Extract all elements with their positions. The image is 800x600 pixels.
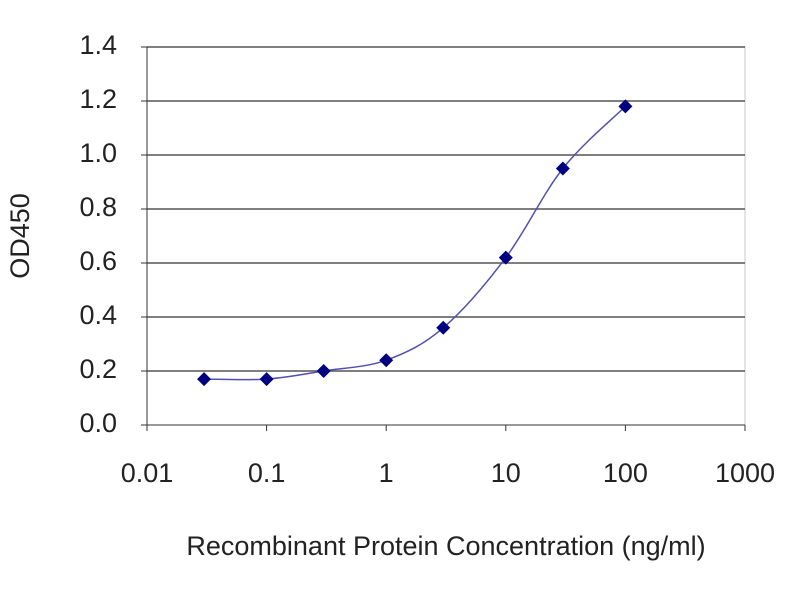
- x-tick-label: 0.01: [121, 458, 174, 488]
- y-axis-label: OD450: [5, 193, 35, 279]
- x-axis-label: Recombinant Protein Concentration (ng/ml…: [186, 531, 705, 561]
- marker: [555, 161, 570, 176]
- y-tick-label: 0.0: [79, 408, 117, 438]
- y-tick-label: 0.8: [79, 192, 117, 222]
- marker: [379, 353, 394, 368]
- curve: [204, 105, 626, 381]
- y-tick-label: 0.4: [79, 300, 117, 330]
- x-tick-label: 10: [491, 458, 521, 488]
- y-tick-label: 1.4: [79, 30, 117, 60]
- y-tick-label: 0.2: [79, 354, 117, 384]
- x-tick-label: 1000: [715, 458, 775, 488]
- plot-frame: [146, 46, 746, 426]
- x-tick-label: 0.1: [248, 458, 286, 488]
- y-tick-label: 1.2: [79, 84, 117, 114]
- marker: [197, 372, 212, 387]
- y-tick-label: 0.6: [79, 246, 117, 276]
- x-tick-label: 1: [379, 458, 394, 488]
- marker: [316, 364, 331, 378]
- y-tick-label: 1.0: [79, 138, 117, 168]
- marker: [436, 320, 451, 335]
- marker: [498, 250, 513, 265]
- x-tick-label: 100: [603, 458, 648, 488]
- marker: [618, 99, 633, 114]
- marker: [259, 372, 274, 387]
